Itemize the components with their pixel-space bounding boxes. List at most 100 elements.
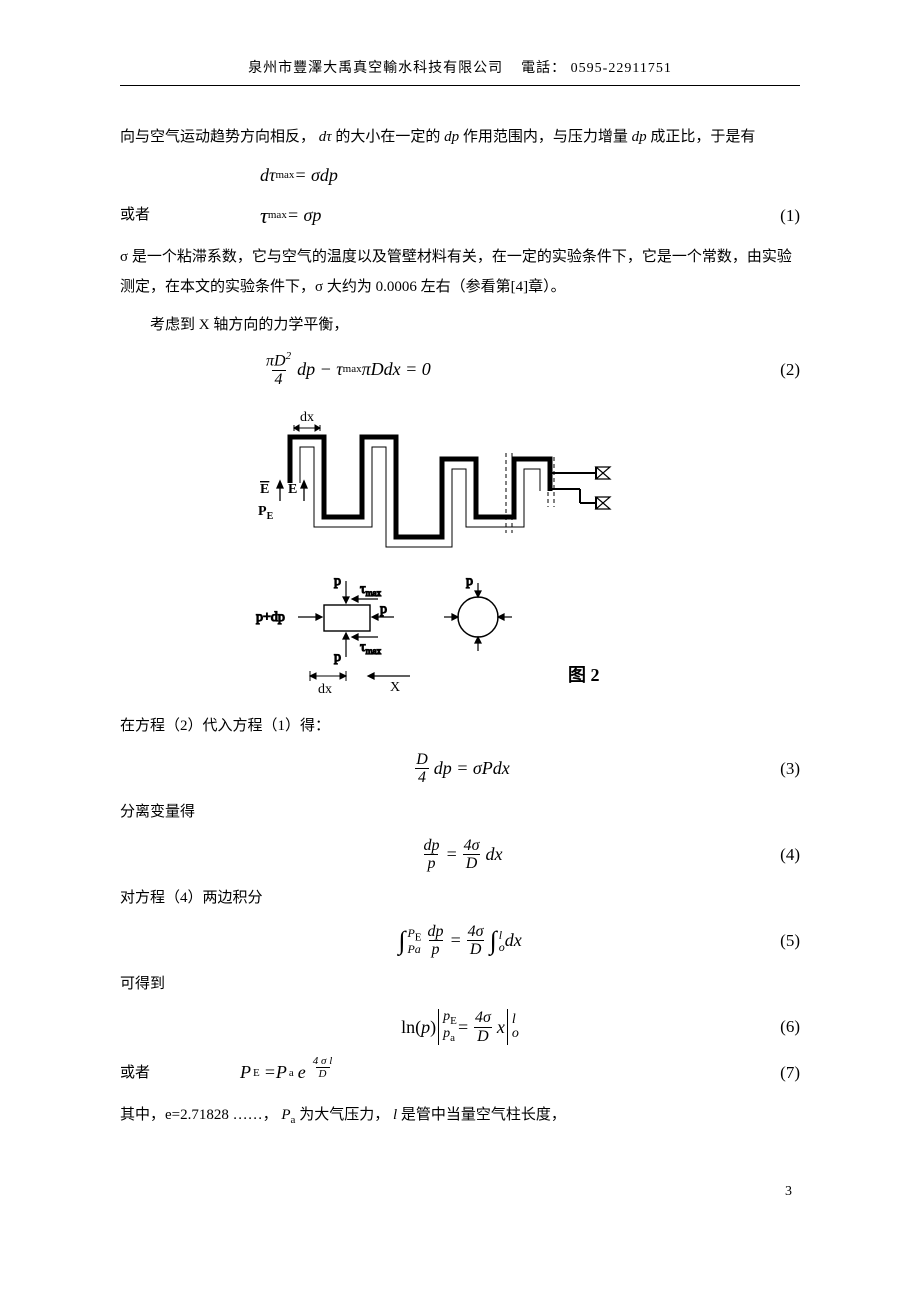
p8-a: 其中，e=2.71828 ……， xyxy=(120,1107,278,1123)
eq6-u2: l xyxy=(512,1013,519,1027)
figure-2-label: 图 2 xyxy=(568,665,600,685)
equation-1: 或者 τmax = σp (1) xyxy=(120,199,800,232)
eq5-int1: ∫ xyxy=(398,931,405,952)
fig-dx-bot: dx xyxy=(318,682,332,697)
fig-p-right: p xyxy=(380,602,387,617)
eq7-expn: 4 σ l xyxy=(310,1055,335,1067)
eq5-tail: dx xyxy=(505,927,522,954)
fig-p-top: p xyxy=(334,574,341,589)
equation-6: ln(p) pEpa = 4σ D x lo (6) xyxy=(120,1009,800,1045)
eq6-eq: = xyxy=(457,1014,469,1041)
paragraph-5: 分离变量得 xyxy=(120,797,800,827)
sym-dtau: dτ xyxy=(319,129,332,145)
figure-2-svg: dx E E PE p τmax p p+dp xyxy=(250,403,670,703)
fig-E: E xyxy=(288,482,297,497)
eq5-f2n: 4σ xyxy=(465,923,487,941)
page-header: 泉州市豐澤大禹真空輸水科技有限公司 電話： 0595-22911751 xyxy=(120,58,800,86)
p1-a: 向与空气运动趋势方向相反， xyxy=(120,129,315,145)
eq-a-sub: max xyxy=(275,167,294,184)
eq-a-lhs: dτ xyxy=(260,162,275,189)
paragraph-8: 其中，e=2.71828 ……， Pa 为大气压力， l 是管中当量空气柱长度， xyxy=(120,1100,800,1131)
eq7-P1: P xyxy=(240,1059,251,1086)
equation-7: 或者 PE = Pa e 4 σ l D (7) xyxy=(120,1055,800,1090)
or-label-2: 或者 xyxy=(120,1062,180,1085)
p1-d: 成正比，于是有 xyxy=(650,129,755,145)
sym-dp-1: dp xyxy=(444,129,459,145)
p1-b: 的大小在一定的 xyxy=(335,129,440,145)
eq7-P2: P xyxy=(276,1059,287,1086)
eq6-u1s: E xyxy=(450,1015,457,1027)
equation-2: πD2 4 dp − τmax πDdx = 0 (2) xyxy=(120,350,800,389)
eq-a-rhs: = σdp xyxy=(294,162,338,189)
fig-tau-bottom: τmax xyxy=(360,640,382,656)
fig-pdp: p+dp xyxy=(256,610,285,625)
sym-l: l xyxy=(393,1107,397,1123)
eq2-tail: πDdx = 0 xyxy=(362,356,431,383)
eq1-rhs: = σp xyxy=(287,202,322,229)
paragraph-2: σ 是一个粘滞系数，它与空气的温度以及管壁材料有关，在一定的实验条件下，它是一个… xyxy=(120,242,800,302)
eq6-p: p xyxy=(421,1014,430,1041)
eq3-n: D xyxy=(413,751,431,769)
equation-4: dp p = 4σ D dx (4) xyxy=(120,837,800,873)
eq6-ln: ln( xyxy=(401,1014,421,1041)
eq4-ld: p xyxy=(424,854,438,873)
eq3-num: (3) xyxy=(740,756,800,782)
eq3-mid: dp = σPdx xyxy=(434,755,510,782)
fig-X: X xyxy=(390,680,400,695)
eq2-number: (2) xyxy=(740,357,800,383)
sym-Pa-sub: a xyxy=(291,1114,296,1126)
eq2-den: 4 xyxy=(272,370,286,389)
page-number: 3 xyxy=(120,1181,800,1202)
p8-c: 是管中当量空气柱长度， xyxy=(401,1107,566,1123)
eq1-tau: τ xyxy=(260,199,268,232)
fig-dx-top: dx xyxy=(300,410,314,425)
figure-2: dx E E PE p τmax p p+dp xyxy=(120,403,800,703)
equation-a: dτmax = σdp xyxy=(120,162,800,189)
equation-3: D 4 dp = σPdx (3) xyxy=(120,751,800,787)
eq2-sub: max xyxy=(343,361,362,378)
eq6-num: (6) xyxy=(740,1014,800,1040)
p1-c: 作用范围内，与压力增量 xyxy=(463,129,628,145)
eq3-d: 4 xyxy=(415,768,429,787)
or-label-1: 或者 xyxy=(120,204,180,227)
eq5-f1d: p xyxy=(429,940,443,959)
eq4-num: (4) xyxy=(740,842,800,868)
sym-Pa: P xyxy=(281,1107,290,1123)
paragraph-1: 向与空气运动趋势方向相反， dτ 的大小在一定的 dp 作用范围内，与压力增量 … xyxy=(120,122,800,152)
eq5-l1: Pa xyxy=(407,943,421,955)
eq4-ln: dp xyxy=(420,837,442,855)
equation-5: ∫ PEPa dp p = 4σ D ∫ lo dx (5) xyxy=(120,923,800,959)
eq4-rn: 4σ xyxy=(461,837,483,855)
paragraph-6: 对方程（4）两边积分 xyxy=(120,883,800,913)
eq7-expd: D xyxy=(316,1067,330,1080)
paragraph-7: 可得到 xyxy=(120,969,800,999)
p8-b: 为大气压力， xyxy=(299,1107,389,1123)
eq5-int2: ∫ xyxy=(490,931,497,952)
eq6-l2: o xyxy=(512,1027,519,1041)
phone-label: 電話： xyxy=(521,61,566,76)
eq6-l1s: a xyxy=(450,1032,455,1044)
eq4-tail: dx xyxy=(486,841,503,868)
fig-Ebar: E xyxy=(260,482,269,497)
eq6-fn: 4σ xyxy=(472,1009,494,1027)
paragraph-3: 考虑到 X 轴方向的力学平衡， xyxy=(120,310,800,340)
paragraph-4: 在方程（2）代入方程（1）得： xyxy=(120,711,800,741)
eq1-sub: max xyxy=(268,207,287,224)
eq2-mid: dp − τ xyxy=(297,356,343,383)
eq7-e: e xyxy=(298,1059,306,1086)
eq7-num: (7) xyxy=(740,1060,800,1086)
phone-number: 0595-22911751 xyxy=(571,61,672,76)
eq4-eq: = xyxy=(445,841,457,868)
eq2-num: πD xyxy=(266,352,286,369)
company-name: 泉州市豐澤大禹真空輸水科技有限公司 xyxy=(248,61,503,76)
eq7-as: a xyxy=(289,1065,294,1082)
eq5-num: (5) xyxy=(740,928,800,954)
eq5-eq: = xyxy=(450,927,462,954)
eq5-f2d: D xyxy=(467,940,485,959)
fig-tau-top: τmax xyxy=(360,582,382,598)
fig-p-bot: p xyxy=(334,650,341,665)
eq6-x: x xyxy=(497,1014,505,1041)
eq4-rd: D xyxy=(463,854,481,873)
sym-dp-2: dp xyxy=(632,129,647,145)
eq7-Es: E xyxy=(253,1065,260,1082)
